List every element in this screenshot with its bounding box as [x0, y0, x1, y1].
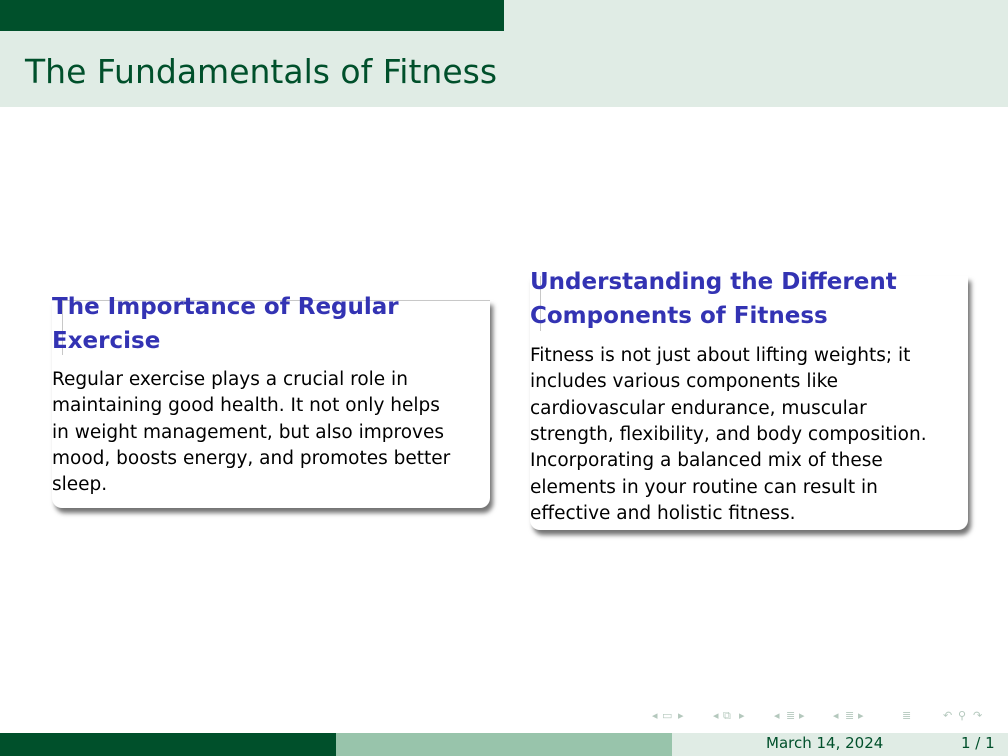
block-body-line: effective and holistic fitness. [530, 503, 796, 524]
nav-toc-icon[interactable]: ≣ [902, 709, 912, 722]
nav-frame-group-icon[interactable]: ≣ [845, 709, 855, 722]
nav-forward-icon[interactable]: ↷ [973, 709, 983, 722]
title-band [0, 31, 1008, 107]
nav-next-frame-group-icon[interactable]: ▸ [858, 709, 864, 722]
block-body-line: sleep. [52, 474, 108, 495]
nav-frame-icon[interactable]: ▭ [662, 709, 673, 722]
block-body-line: strength, flexibility, and body composit… [530, 424, 927, 445]
nav-next-subsection-icon[interactable]: ▸ [739, 709, 745, 722]
block-body-line: Incorporating a balanced mix of these [530, 450, 883, 471]
footer-left-segment [0, 733, 336, 756]
block-title-line: Exercise [52, 328, 161, 354]
block-title-line: Understanding the Different [530, 269, 897, 295]
nav-prev-frame-icon[interactable]: ◂ [652, 709, 658, 722]
navigation-bar: ◂ ▭ ▸ ◂ ⧉ ▸ ◂ ≣ ▸ ◂ ≣ ▸ ≣ ↶ ⚲ ↷ [652, 709, 1002, 723]
footer-middle-segment [336, 733, 672, 756]
block-body-line: Fitness is not just about lifting weight… [530, 345, 911, 366]
progress-bar-fill [0, 0, 504, 31]
block-body-line: Regular exercise plays a crucial role in [52, 369, 408, 390]
block-body-line: mood, boosts energy, and promotes better [52, 448, 451, 469]
block-body-line: cardiovascular endurance, muscular [530, 398, 867, 419]
block-body-line: in weight management, but also improves [52, 422, 444, 443]
block-title-line: Components of Fitness [530, 303, 828, 329]
nav-prev-frame-group-icon[interactable]: ◂ [833, 709, 839, 722]
nav-prev-subsection-icon[interactable]: ◂ [713, 709, 719, 722]
block-box [52, 300, 490, 508]
block-body-line: includes various components like [530, 371, 839, 392]
nav-prev-section-icon[interactable]: ◂ [774, 709, 780, 722]
block-left-rule [62, 300, 63, 355]
frame-title: The Fundamentals of Fitness [25, 52, 498, 91]
block-body-line: elements in your routine can result in [530, 477, 878, 498]
nav-next-frame-icon[interactable]: ▸ [678, 709, 684, 722]
nav-section-icon[interactable]: ≣ [786, 709, 796, 722]
block-body-line: maintaining good health. It not only hel… [52, 395, 440, 416]
block-box [530, 276, 968, 530]
footer-page-number: 1 / 1 [961, 734, 995, 752]
progress-bar [0, 0, 1008, 31]
footer-right-segment [672, 733, 1008, 756]
block-top-rule [62, 300, 490, 301]
block-left-rule [540, 276, 541, 331]
nav-next-section-icon[interactable]: ▸ [799, 709, 805, 722]
nav-back-icon[interactable]: ↶ [943, 709, 953, 722]
block-title-line: The Importance of Regular [52, 294, 399, 320]
footer-date: March 14, 2024 [766, 734, 884, 752]
nav-subsection-icon[interactable]: ⧉ [723, 709, 731, 722]
nav-search-icon[interactable]: ⚲ [958, 709, 967, 722]
